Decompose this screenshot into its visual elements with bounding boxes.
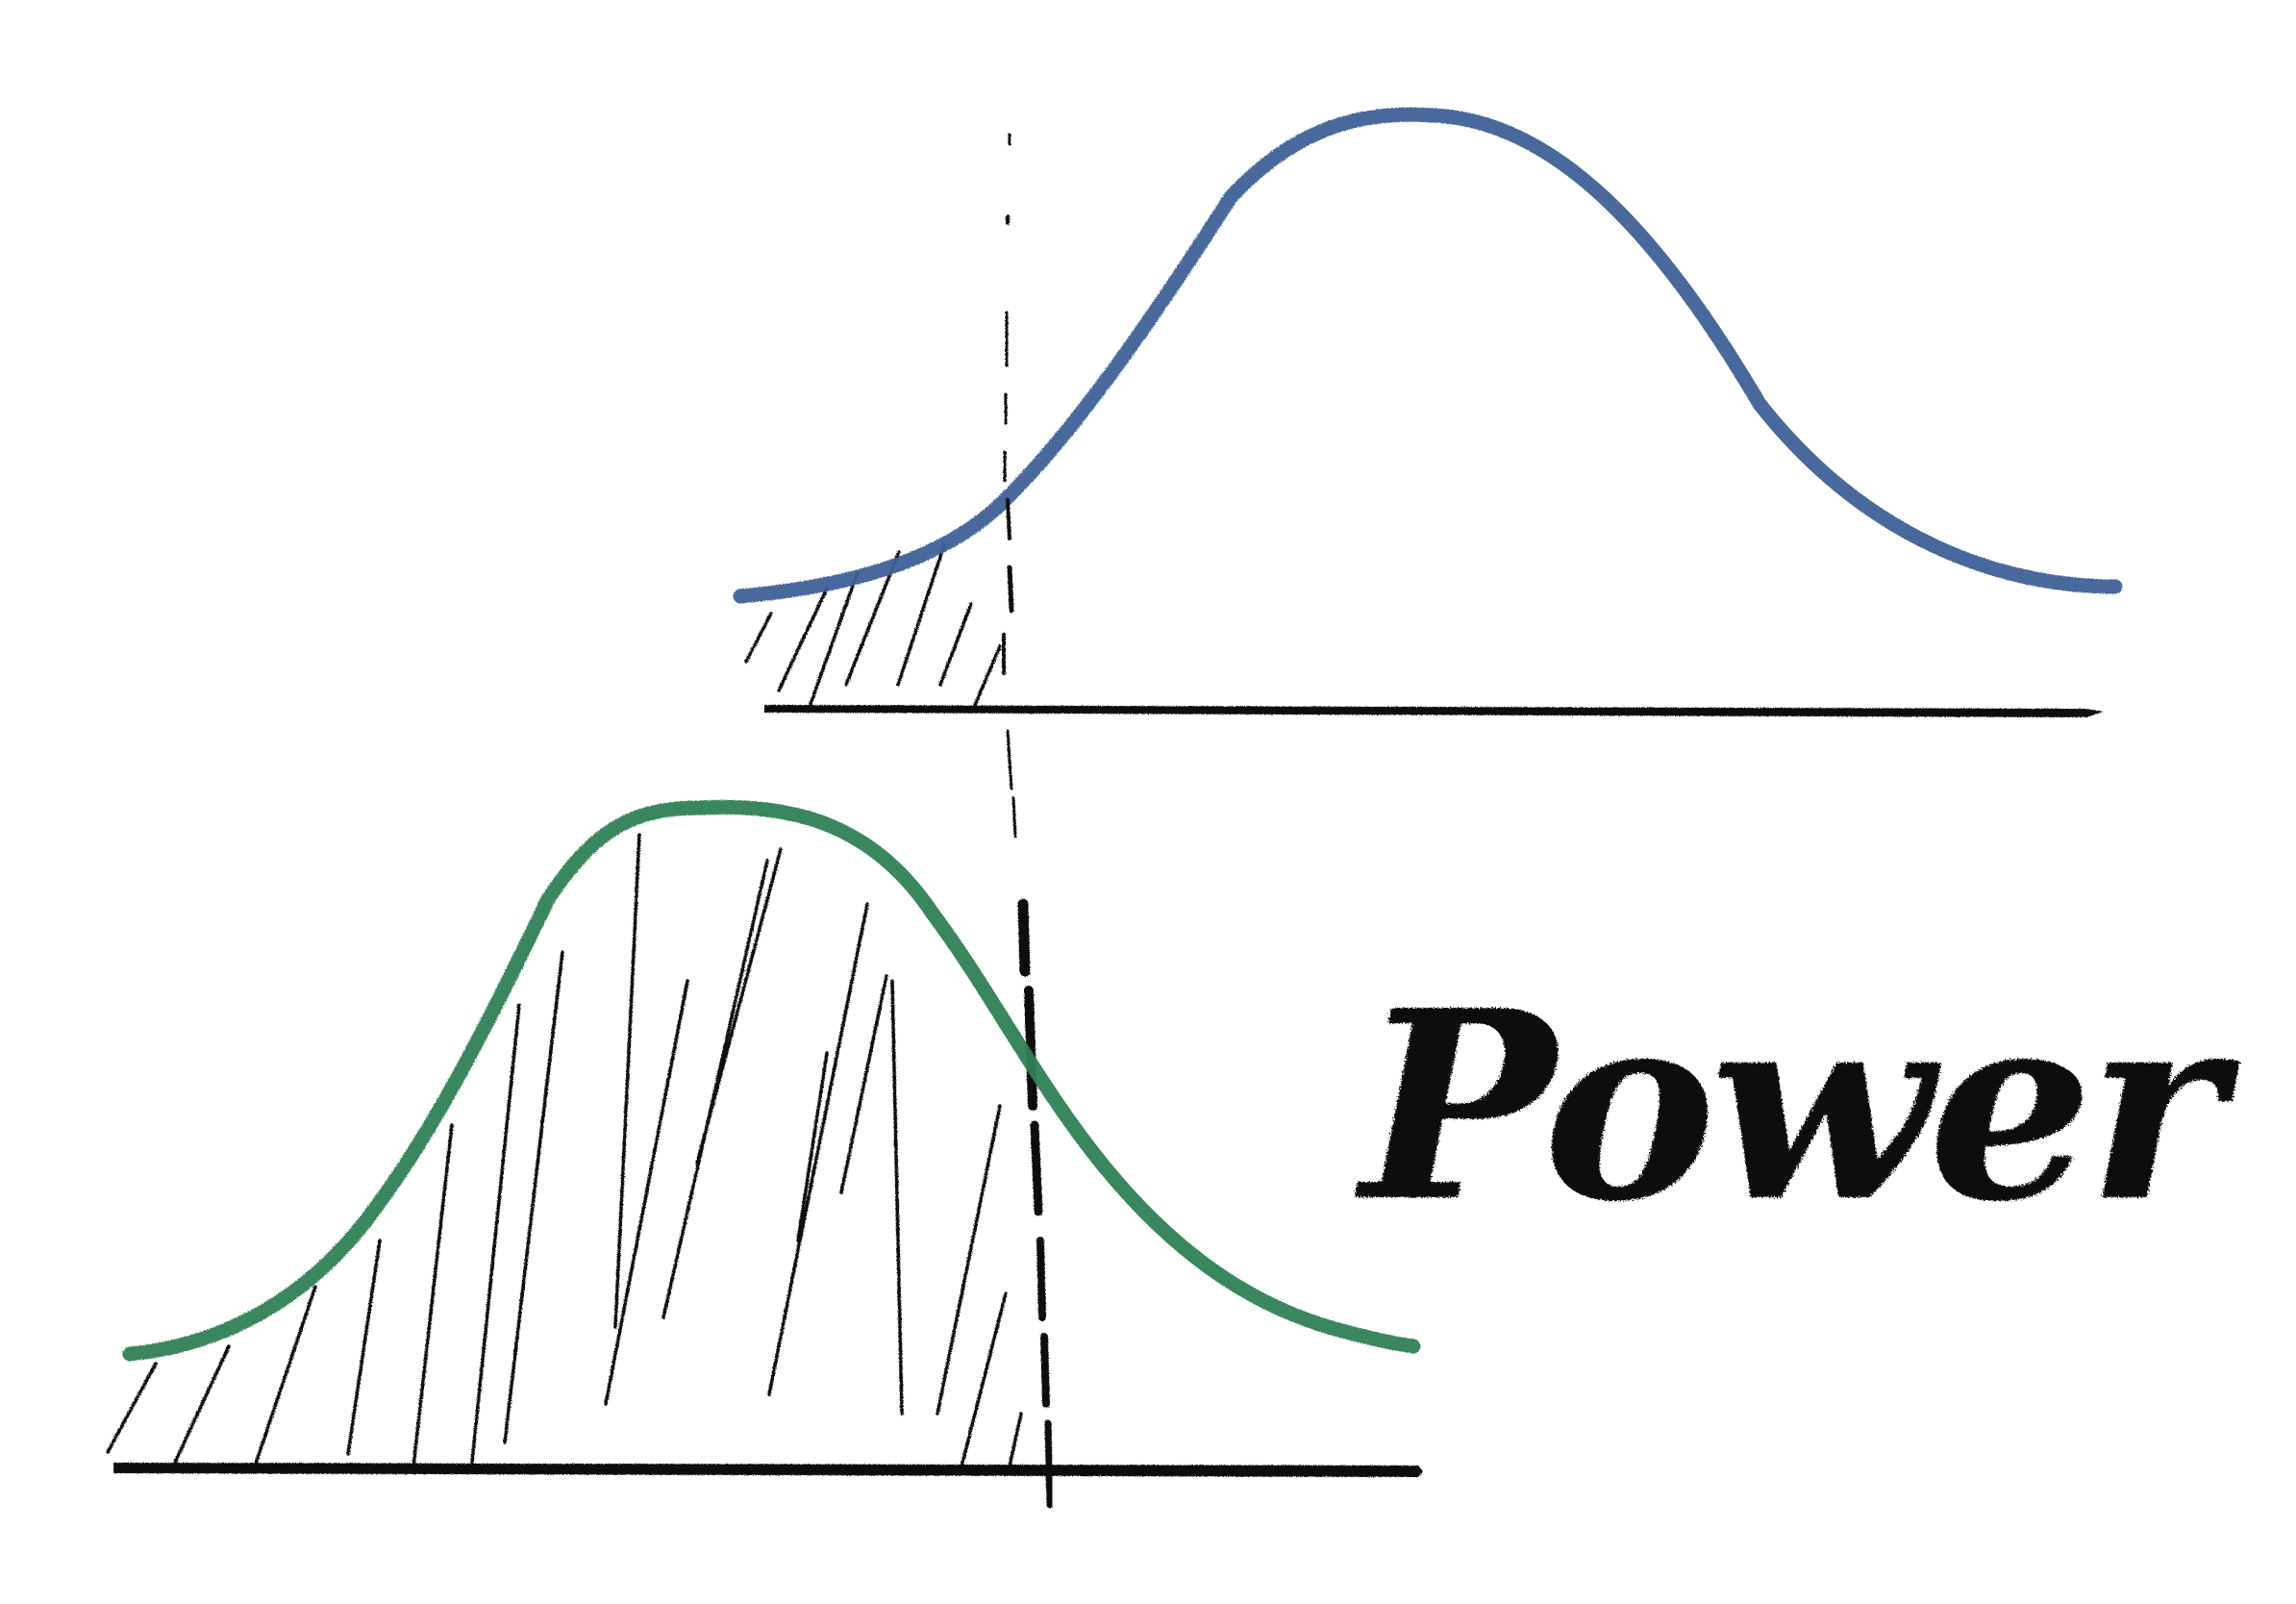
alt-curve — [122, 799, 1421, 1362]
hatch-line — [796, 1051, 829, 1242]
critical-dash — [1011, 796, 1017, 839]
hatch-line — [744, 612, 773, 664]
power-label: Power — [1353, 953, 2242, 1259]
hatch-line — [106, 1362, 158, 1454]
hatch-line — [767, 902, 869, 1396]
hatch-line — [1008, 1412, 1023, 1468]
critical-dash — [1006, 729, 1013, 790]
hatch-line — [503, 950, 564, 1444]
hatch-line — [469, 1003, 521, 1473]
hatch-line — [890, 979, 904, 1416]
hatch-line — [936, 1104, 1002, 1416]
hatch-line — [938, 602, 973, 687]
hatch-line — [604, 979, 689, 1406]
hatch-line — [412, 1123, 454, 1468]
hatch-line — [971, 644, 1002, 712]
critical-value-line — [1002, 133, 1054, 1509]
hatch-line — [839, 974, 888, 1194]
hatch-line — [960, 1291, 1008, 1468]
critical-dash — [1024, 986, 1037, 1111]
critical-dash — [1036, 1237, 1046, 1321]
power-area-hatching — [106, 833, 1023, 1473]
critical-dash — [1044, 1419, 1054, 1509]
critical-dash — [1006, 498, 1011, 540]
null-distribution-panel — [733, 107, 2123, 717]
critical-dash — [1040, 1333, 1050, 1408]
hatch-line — [777, 587, 829, 692]
critical-dash — [1030, 1120, 1043, 1216]
hatch-line — [171, 1344, 231, 1468]
alt-axis — [113, 1463, 1423, 1477]
hatch-line — [253, 1285, 317, 1468]
alt-distribution-panel — [106, 799, 1423, 1477]
hatch-line — [346, 1239, 382, 1456]
null-axis — [764, 705, 2104, 717]
critical-dash — [1007, 564, 1014, 614]
hatch-line — [661, 859, 769, 1319]
hatch-line — [896, 543, 946, 687]
null-curve — [733, 107, 2123, 604]
critical-dash — [1017, 898, 1031, 977]
hatch-line — [613, 833, 641, 1329]
hatch-line — [808, 570, 860, 709]
